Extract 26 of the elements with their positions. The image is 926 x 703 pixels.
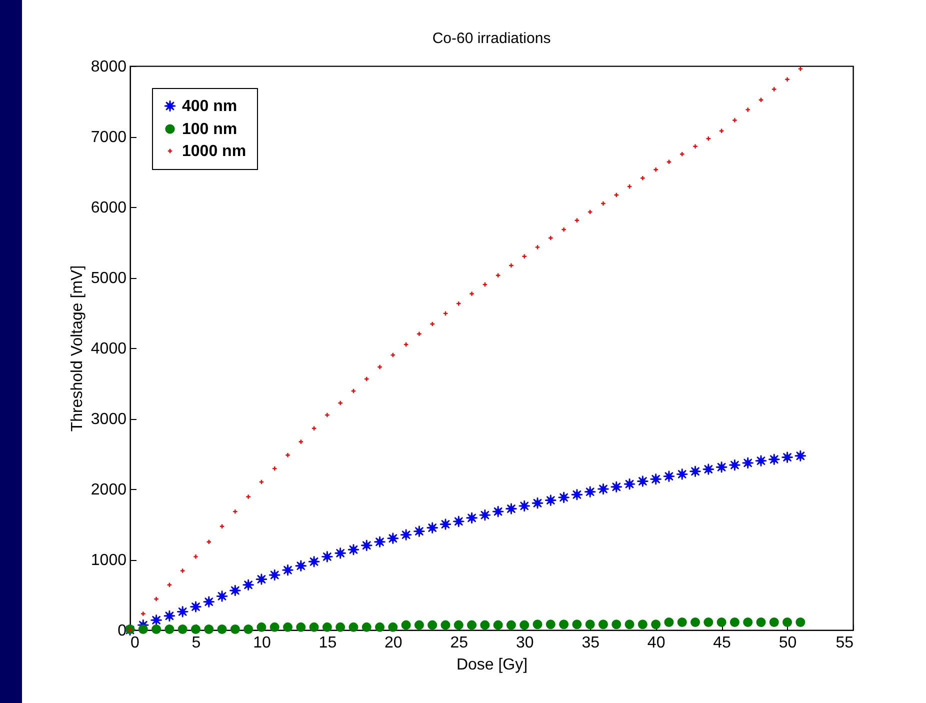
x-tick-label: 55 (836, 634, 854, 652)
y-tick-label: 6000 (90, 200, 127, 216)
x-tick-label: 20 (384, 634, 402, 652)
x-tick-label: 50 (778, 634, 797, 652)
x-tick-label: 15 (318, 634, 337, 652)
x-tick-label: 40 (647, 634, 666, 652)
y-axis-title: Threshold Voltage [mV] (68, 265, 86, 432)
y-tick-label: 3000 (90, 411, 127, 428)
legend-label: 400 nm (182, 98, 238, 115)
y-tick-label: 1000 (90, 552, 127, 569)
x-tick-label: 5 (192, 634, 201, 652)
x-tick-label: 10 (253, 634, 271, 652)
x-tick-label: 30 (516, 634, 534, 652)
y-tick-label: 7000 (90, 129, 127, 146)
y-tick-label: 5000 (90, 270, 127, 287)
y-tick-label: 8000 (90, 58, 127, 76)
x-tick-label: 25 (450, 634, 468, 652)
x-tick-label: 35 (582, 634, 600, 652)
legend-label: 1000 nm (182, 143, 246, 160)
legend-label: 100 nm (182, 121, 238, 138)
y-tick-label: 2000 (90, 482, 127, 498)
x-tick-label: 45 (713, 634, 732, 652)
chart-title: Co-60 irradiations (432, 30, 551, 47)
x-axis-title: Dose [Gy] (456, 656, 528, 674)
x-tick-label: 0 (130, 634, 140, 652)
y-tick-label: 4000 (90, 340, 127, 358)
